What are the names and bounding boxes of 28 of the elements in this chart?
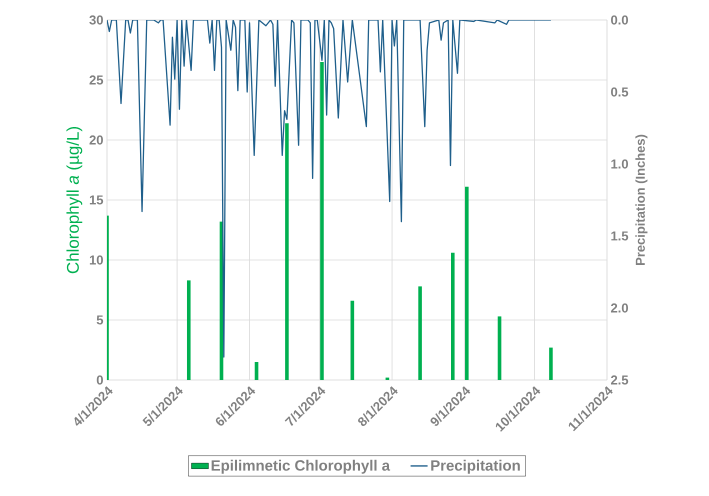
y-axis-title: Chlorophyll a (µg/L) (66, 126, 82, 274)
bar (186, 280, 191, 380)
bar (465, 186, 469, 380)
bar (451, 252, 455, 380)
y2-tick-label: 2.5 (610, 375, 628, 385)
y2-axis-title: Precipitation (Inches) (635, 134, 648, 265)
bar (285, 123, 289, 380)
y2-tick-label: 1.5 (611, 231, 628, 241)
y-tick-label: 0 (96, 375, 103, 385)
bar (254, 362, 258, 380)
y-tick-label: 10 (90, 255, 103, 265)
bar (498, 316, 502, 380)
y2-tick-label: 0.0 (611, 15, 628, 25)
legend-label: Precipitation (431, 460, 520, 474)
y2-tick-label: 2.0 (610, 303, 628, 313)
y-tick-label: 20 (90, 135, 103, 145)
y-tick-label: 15 (90, 195, 104, 205)
line-series (107, 20, 552, 358)
bar (320, 62, 324, 380)
y2-tick-label: 0.5 (611, 87, 628, 97)
y-tick-label: 30 (89, 15, 103, 25)
bar (350, 300, 354, 380)
legend-label: Epilimnetic Chlorophyll a (212, 460, 390, 474)
y-tick-label: 25 (90, 75, 104, 85)
y2-tick-label: 1.0 (611, 159, 628, 169)
y-tick-label: 5 (96, 315, 104, 325)
bar (418, 286, 422, 380)
bar (549, 348, 553, 380)
